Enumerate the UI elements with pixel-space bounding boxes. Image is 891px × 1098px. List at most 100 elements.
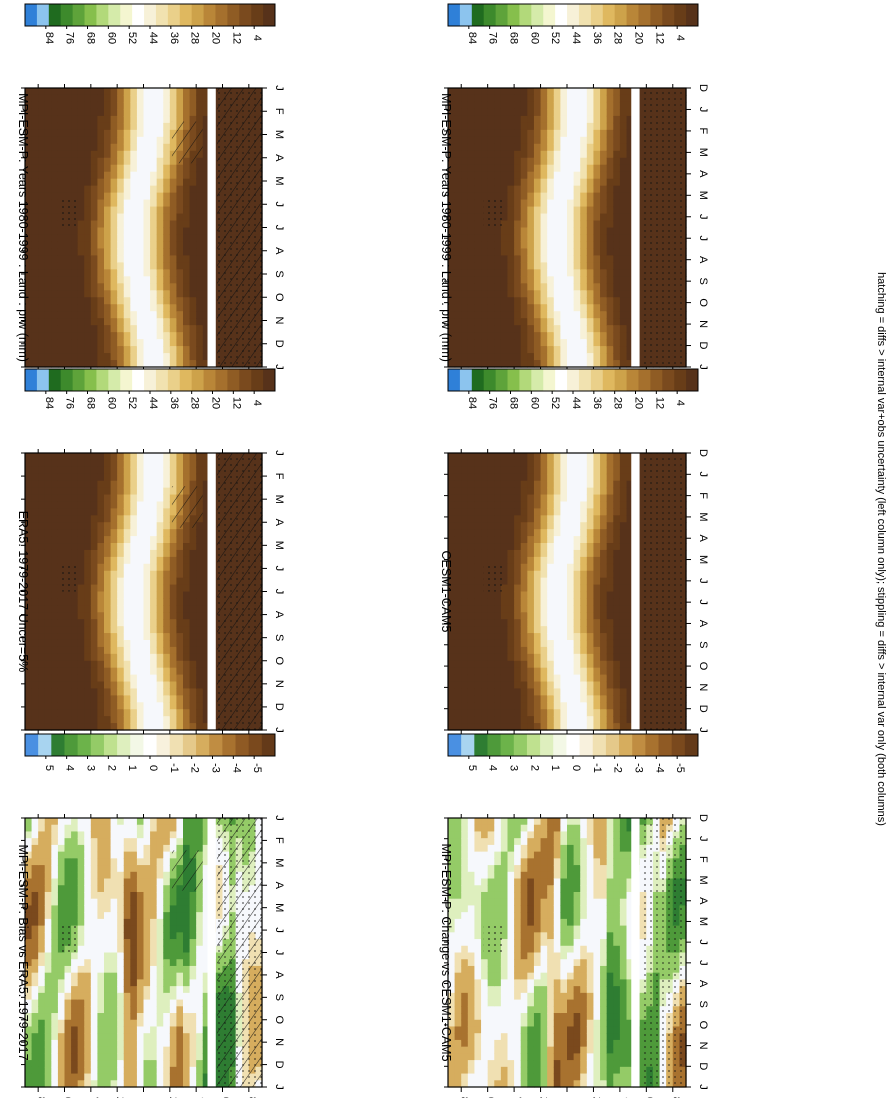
heatmap-cell (51, 283, 59, 291)
heatmap-cell (600, 234, 608, 243)
heatmap-cell (606, 129, 614, 138)
heatmap-cell (156, 88, 164, 96)
heatmap-cell (467, 157, 476, 166)
heatmap-cell (494, 276, 502, 284)
heatmap-cell (77, 612, 85, 620)
heatmap-cell (533, 164, 542, 173)
heatmap-cell (104, 143, 112, 152)
heatmap-cell (136, 255, 145, 263)
heatmap-cell (202, 346, 210, 354)
heatmap-cell (527, 150, 535, 159)
heatmap-cell (156, 136, 164, 145)
month-label: A (273, 519, 285, 527)
heatmap-cell (143, 688, 151, 696)
heatmap-cell (136, 88, 145, 96)
heatmap-cell (143, 290, 151, 298)
heatmap-cell (156, 487, 164, 496)
heatmap-cell (143, 466, 151, 475)
heatmap-cell (176, 556, 184, 565)
heatmap-cell (183, 723, 191, 731)
heatmap-cell (580, 318, 588, 326)
heatmap-cell (202, 653, 210, 662)
heatmap-cell (467, 94, 476, 103)
heatmap-cell (474, 612, 482, 620)
heatmap-cell (202, 688, 210, 696)
heatmap-cell (97, 94, 105, 103)
heatmap-cell (38, 88, 46, 96)
heatmap-cell (183, 234, 191, 243)
heatmap-cell (31, 157, 39, 166)
heatmap-cell (514, 227, 522, 236)
heatmap-cell (619, 178, 628, 187)
heatmap-cell (547, 101, 555, 110)
heatmap-cell (123, 681, 131, 690)
heatmap-cell (51, 276, 59, 284)
heatmap-cell (38, 213, 46, 222)
heatmap-cell (573, 304, 581, 312)
heatmap-cell (64, 688, 72, 696)
heatmap-cell (150, 241, 158, 250)
heatmap-cell (514, 311, 522, 319)
heatmap-cell (461, 108, 469, 117)
heatmap-cell (97, 487, 105, 496)
heatmap-cell (51, 185, 59, 194)
heatmap-cell (90, 591, 99, 600)
heatmap-cell (494, 508, 502, 516)
heatmap-cell (481, 192, 489, 201)
heatmap-cell (183, 619, 191, 627)
heatmap-cell (84, 681, 92, 690)
missing-band (631, 88, 640, 367)
heatmap-cell (626, 360, 634, 368)
heatmap-cell (494, 626, 502, 634)
heatmap-cell (613, 108, 621, 117)
heatmap-cell (84, 360, 92, 368)
heatmap-cell (494, 549, 502, 558)
heatmap-cell (606, 297, 614, 305)
heatmap-cell (448, 143, 456, 152)
heatmap-cell (143, 716, 151, 724)
heatmap-cell (77, 529, 85, 537)
heatmap-cell (619, 143, 628, 152)
heatmap-cell (97, 508, 105, 516)
heatmap-cell (136, 213, 145, 222)
heatmap-cell (202, 339, 210, 347)
heatmap-cell (494, 487, 502, 496)
heatmap-cell (130, 522, 138, 530)
heatmap-cell (500, 508, 509, 516)
heatmap-cell (51, 213, 59, 222)
heatmap-cell (533, 332, 542, 340)
heatmap-cell (104, 157, 112, 166)
heatmap-cell (44, 515, 52, 523)
heatmap-cell (71, 143, 79, 152)
heatmap-cell (189, 276, 197, 284)
heatmap-cell (514, 185, 522, 194)
heatmap-cell (150, 653, 158, 662)
heatmap-cell (183, 213, 191, 222)
heatmap-cell (38, 101, 46, 110)
heatmap-cell (25, 234, 33, 243)
missing-band (207, 88, 216, 367)
heatmap-cell (117, 570, 125, 579)
stipple-region (216, 453, 262, 730)
heatmap-cell (202, 290, 210, 298)
heatmap-cell (520, 213, 528, 222)
heatmap-cell (90, 716, 99, 724)
heatmap-cell (467, 591, 476, 600)
heatmap-cell (474, 702, 482, 710)
heatmap-cell (90, 248, 99, 256)
heatmap-cell (51, 360, 59, 368)
heatmap-cell (176, 234, 184, 243)
heatmap-cell (580, 297, 588, 305)
heatmap-cell (547, 325, 555, 333)
heatmap-cell (514, 325, 522, 333)
heatmap-cell (474, 480, 482, 489)
heatmap-cell (626, 318, 634, 326)
heatmap-cell (494, 262, 502, 270)
heatmap-cell (130, 101, 138, 110)
stipple-region (60, 563, 80, 592)
heatmap-cell (533, 346, 542, 354)
heatmap-cell (90, 674, 99, 683)
heatmap-cell (613, 185, 621, 194)
month-label: J (273, 364, 285, 370)
heatmap-cell (514, 688, 522, 696)
